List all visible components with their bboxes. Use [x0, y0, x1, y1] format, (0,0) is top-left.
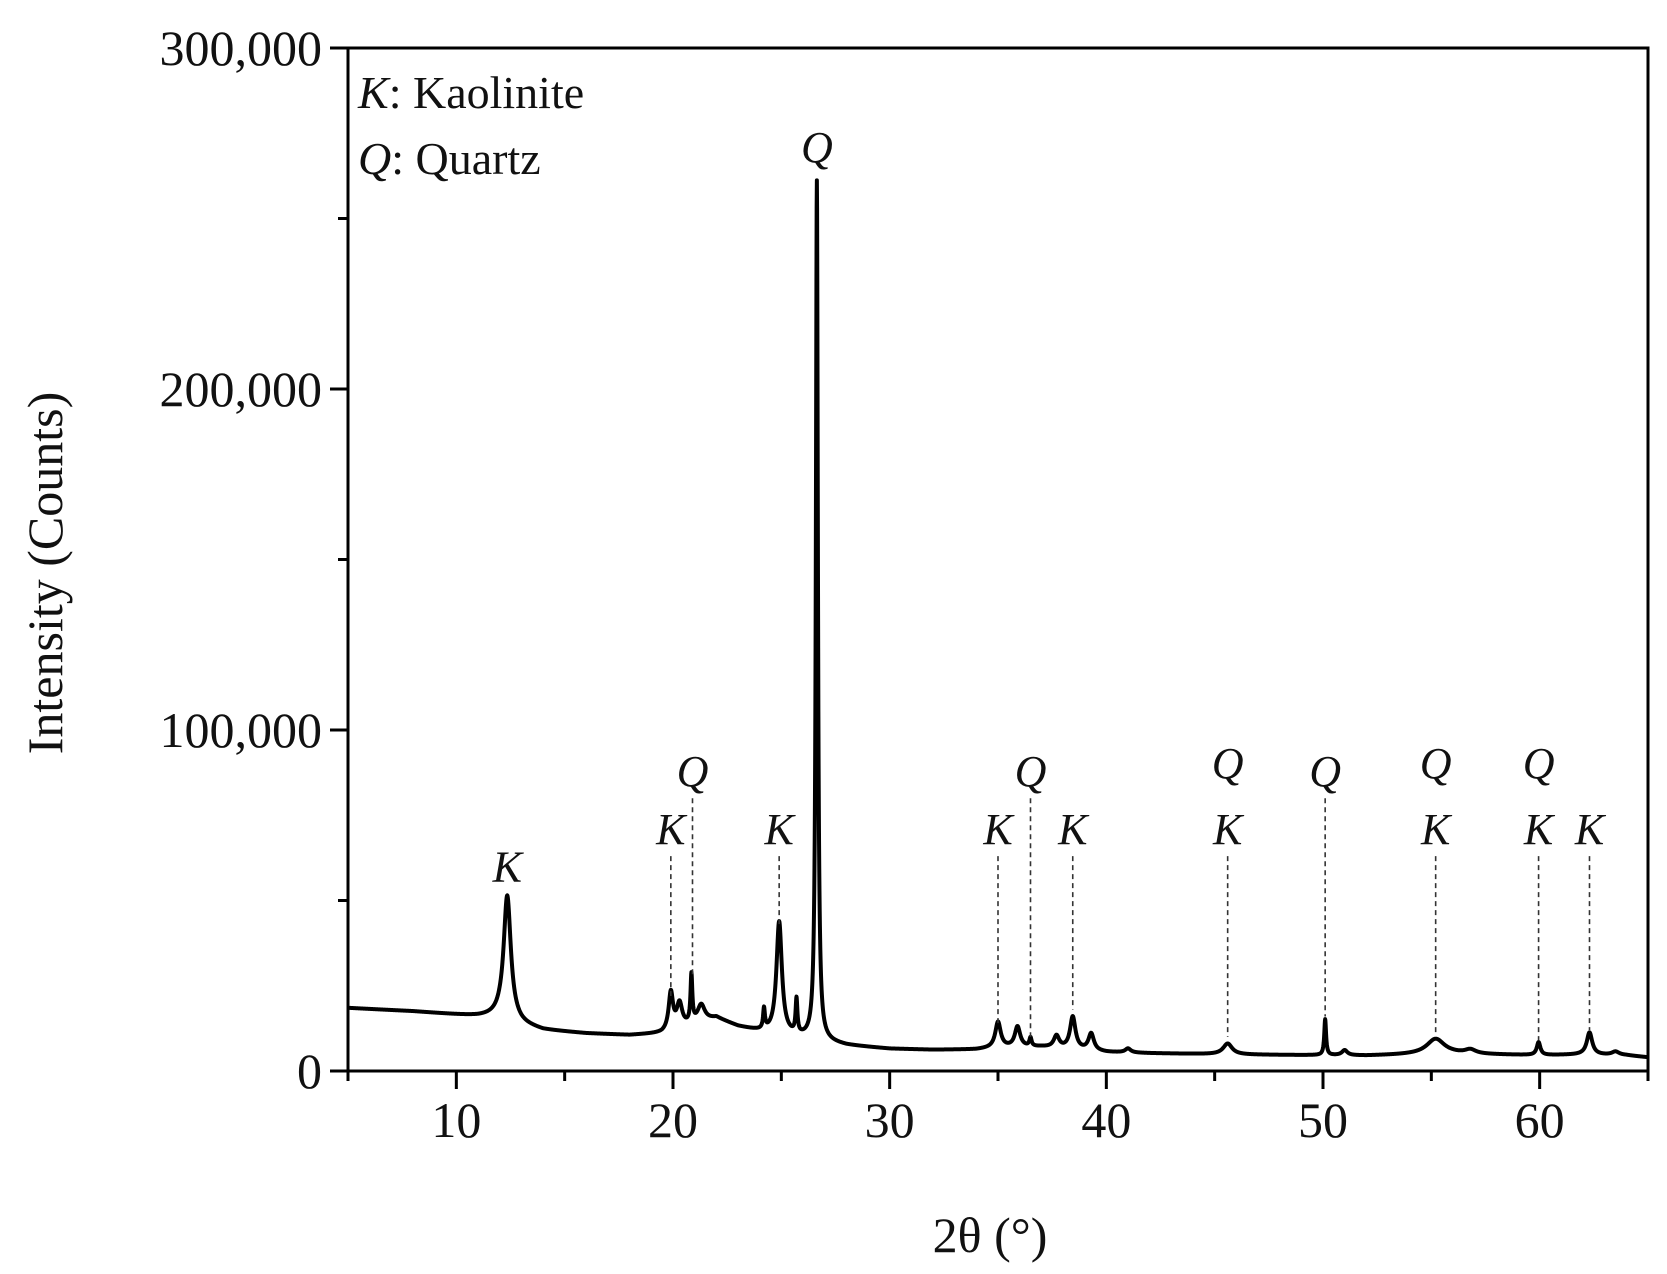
peak-label-quartz: Q	[1523, 739, 1555, 788]
peak-label-quartz: Q	[801, 123, 833, 172]
x-tick-label: 10	[431, 1092, 481, 1148]
peak-label-quartz: Q	[677, 747, 709, 796]
peak-label-kaolinite: K	[1212, 805, 1245, 854]
x-axis-title: 2θ (°)	[933, 1207, 1048, 1263]
peak-label-quartz: Q	[1212, 739, 1244, 788]
y-tick-label: 100,000	[160, 702, 323, 758]
y-tick-label: 300,000	[160, 20, 323, 76]
y-axis-title: Intensity (Counts)	[17, 392, 73, 754]
peak-label-kaolinite: K	[492, 843, 525, 892]
legend-entry-kaolinite: K: Kaolinite	[357, 67, 584, 118]
peak-label-kaolinite: K	[763, 805, 796, 854]
x-tick-label: 40	[1081, 1092, 1131, 1148]
x-axis: 10 20 30 40 50 60	[346, 1071, 1650, 1148]
y-axis: 0 100,000 200,000 300,000	[160, 20, 348, 1099]
peak-label-quartz: Q	[1309, 747, 1341, 796]
x-tick-label: 50	[1298, 1092, 1348, 1148]
peak-label-kaolinite: K	[1574, 805, 1607, 854]
peak-label-quartz: Q	[1420, 739, 1452, 788]
peak-label-kaolinite: K	[655, 805, 688, 854]
legend-entry-quartz: Q: Quartz	[358, 133, 541, 184]
series-line	[346, 178, 1650, 1060]
y-tick-label: 200,000	[160, 361, 323, 417]
peak-label-kaolinite: K	[1420, 805, 1453, 854]
x-tick-label: 60	[1515, 1092, 1565, 1148]
legend: K: Kaolinite Q: Quartz	[357, 67, 584, 184]
x-tick-label: 20	[648, 1092, 698, 1148]
peak-label-kaolinite: K	[1523, 805, 1556, 854]
plot-frame	[346, 46, 1650, 1073]
peak-label-kaolinite: K	[1057, 805, 1090, 854]
x-tick-label: 30	[865, 1092, 915, 1148]
y-tick-label: 0	[297, 1043, 322, 1099]
peak-label-kaolinite: K	[982, 805, 1015, 854]
peak-label-quartz: Q	[1015, 747, 1047, 796]
